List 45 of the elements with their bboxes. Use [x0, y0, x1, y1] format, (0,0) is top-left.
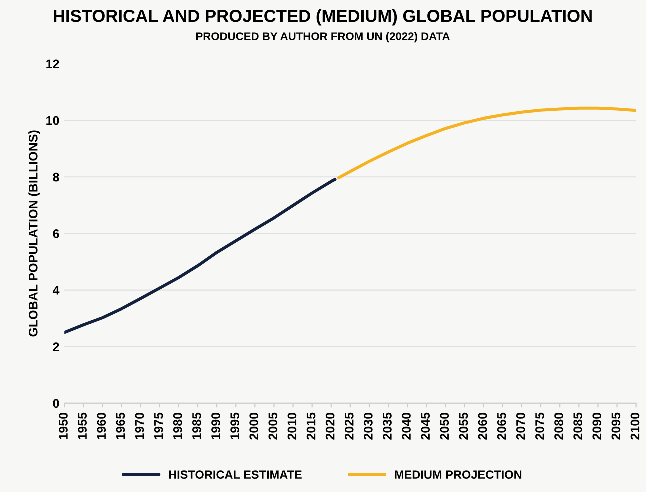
- x-tick-label: 1980: [173, 412, 182, 440]
- line-series: [64, 178, 337, 334]
- x-tick-label: 2055: [459, 412, 468, 440]
- x-tick-label: 2065: [497, 412, 506, 440]
- x-tick-label: 2030: [364, 412, 373, 440]
- x-tick-label: 2080: [554, 412, 564, 440]
- y-tick-label: 4: [52, 286, 60, 295]
- x-tick-label: 2085: [574, 412, 582, 440]
- x-tick-label: 2035: [383, 412, 392, 440]
- x-tick-label: 1975: [154, 412, 164, 440]
- x-tick-label: 2095: [612, 412, 621, 440]
- chart-subtitle: PRODUCED BY AUTHOR FROM UN (2022) DATA: [196, 32, 450, 43]
- x-tick-label: 2045: [421, 412, 430, 440]
- y-axis-title: GLOBAL POPULATION (BILLIONS): [28, 130, 40, 337]
- x-tick-label: 2060: [478, 412, 488, 440]
- y-tick-label: 8: [53, 172, 60, 182]
- x-tick-label: 1995: [230, 412, 240, 440]
- x-tick-label: 1970: [135, 412, 144, 440]
- x-tick-label: 1960: [97, 412, 106, 440]
- y-tick-label: 10: [46, 116, 60, 126]
- x-tick-label: 2015: [306, 412, 316, 440]
- x-tick-label: 2005: [268, 412, 278, 440]
- y-tick-label: 0: [53, 399, 60, 408]
- x-tick-label: 2040: [402, 412, 411, 440]
- x-tick-label: 1965: [116, 412, 126, 440]
- legend-label: HISTORICAL ESTIMATE: [169, 470, 302, 480]
- x-tick-label: 2090: [592, 412, 602, 440]
- y-tick-label: 12: [46, 60, 60, 68]
- chart-title: HISTORICAL AND PROJECTED (MEDIUM) GLOBAL POPULATION: [54, 10, 592, 26]
- x-tick-label: 1955: [78, 412, 88, 440]
- x-tick-label: 2010: [288, 412, 297, 440]
- x-tick-label: 2075: [536, 412, 544, 440]
- x-tick-label: 2100: [630, 412, 640, 440]
- legend-label: MEDIUM PROJECTION: [395, 470, 522, 480]
- y-tick-label: 6: [53, 230, 60, 238]
- x-tick-label: 2070: [516, 412, 526, 440]
- x-tick-label: 2000: [250, 412, 259, 440]
- x-tick-label: 1985: [192, 412, 202, 440]
- x-tick-label: 1950: [59, 412, 68, 440]
- x-tick-label: 2050: [440, 412, 450, 440]
- y-tick-label: 2: [53, 342, 60, 352]
- x-tick-label: 2020: [326, 412, 335, 440]
- x-tick-label: 1990: [212, 412, 220, 440]
- line-series: [337, 106, 636, 180]
- x-tick-label: 2025: [344, 412, 354, 440]
